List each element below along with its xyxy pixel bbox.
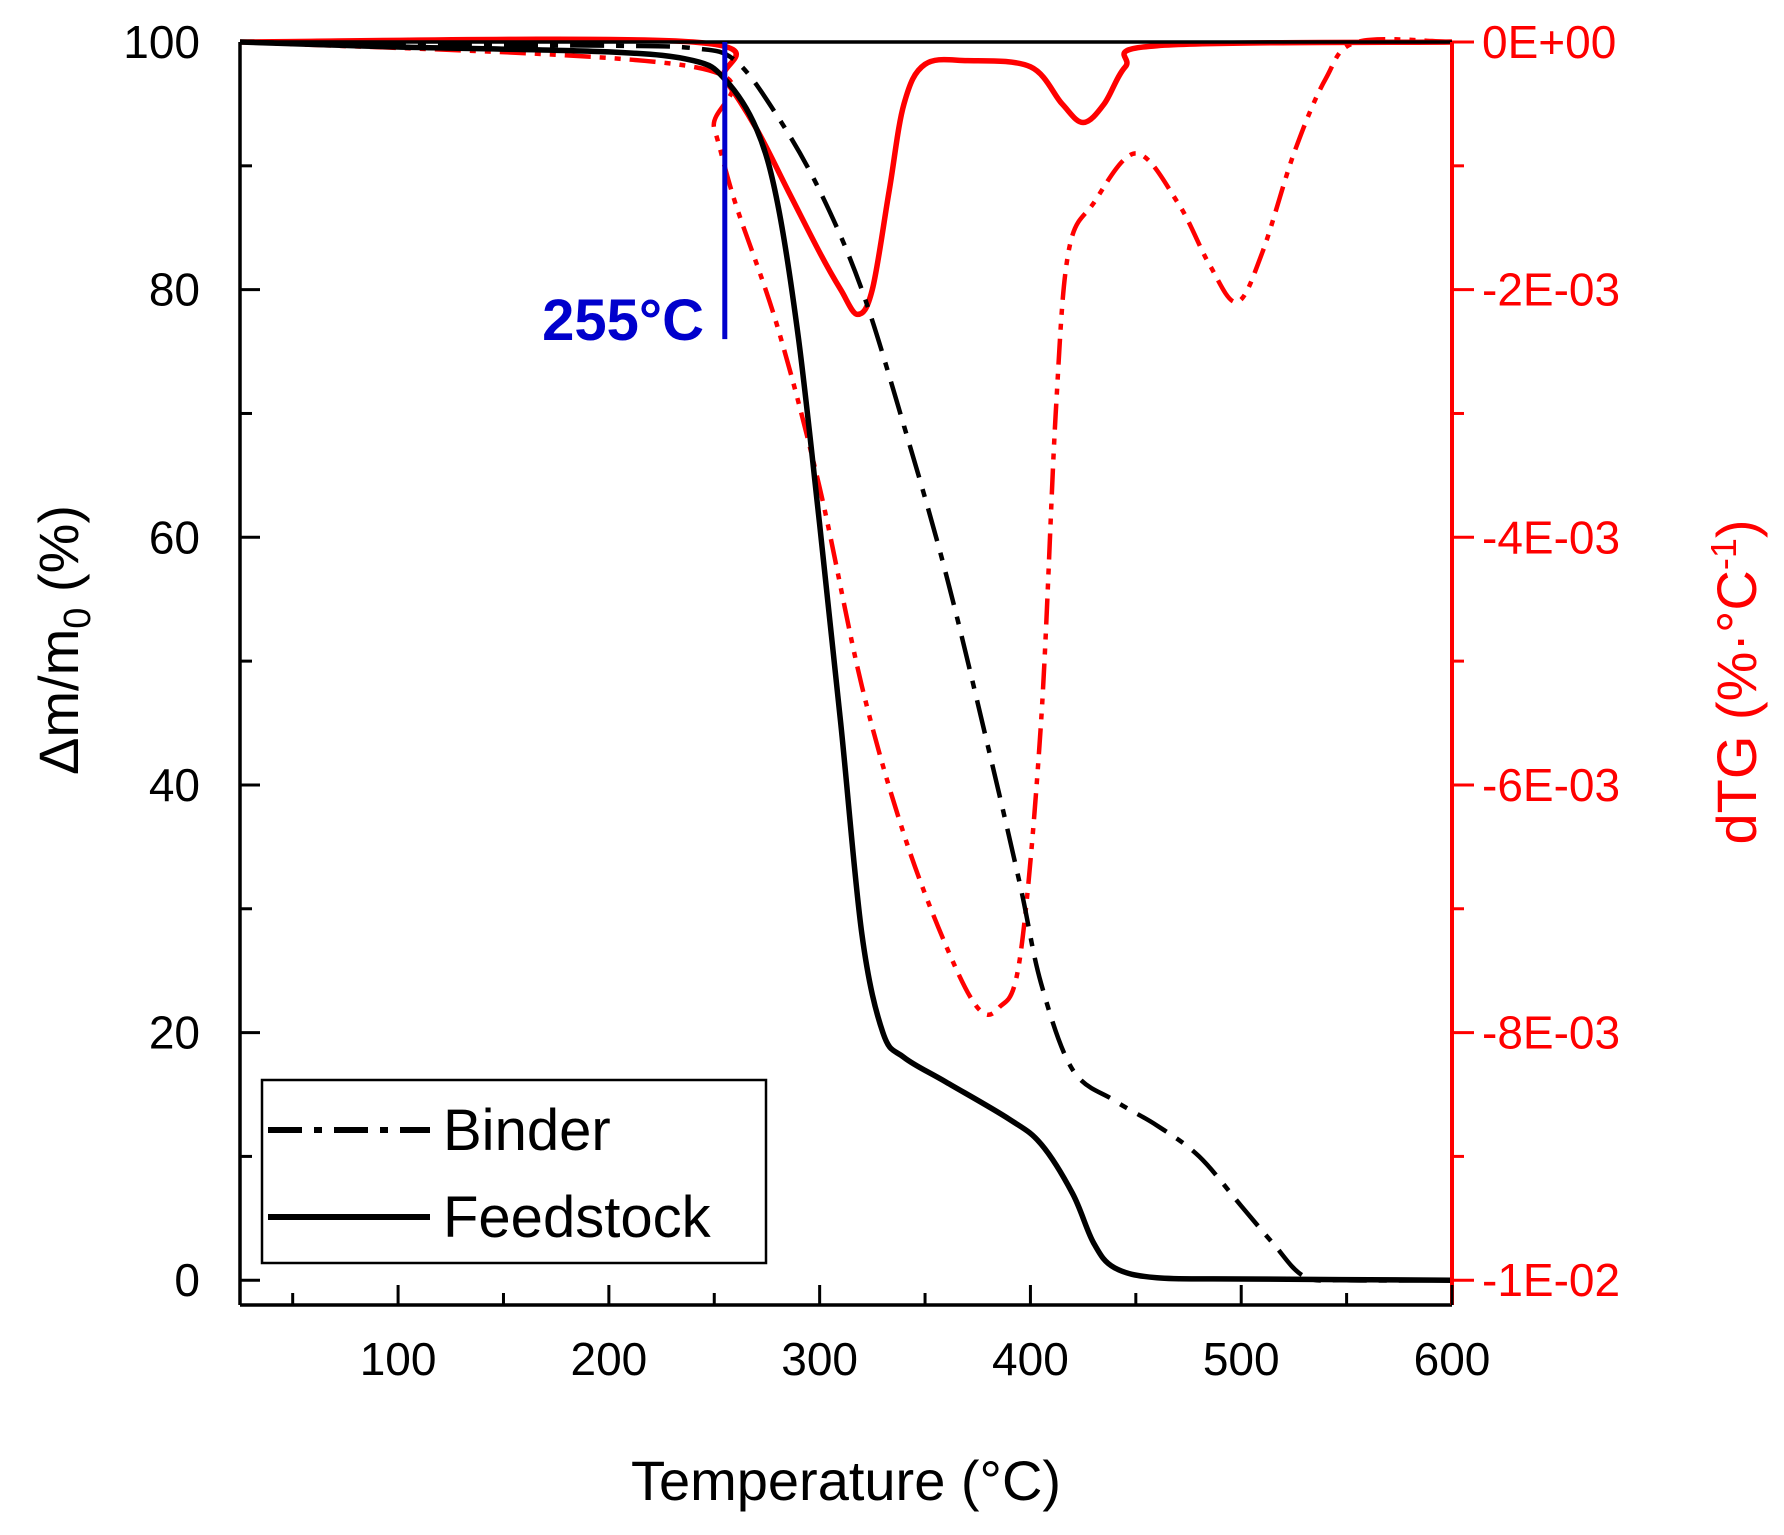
legend-label-feedstock: Feedstock — [443, 1185, 712, 1250]
x-axis-title: Temperature (°C) — [631, 1449, 1061, 1512]
series-binder-dtg — [239, 37, 1453, 1018]
x-tick-label: 200 — [570, 1333, 647, 1385]
y-right-tick-label: -2E-03 — [1482, 264, 1620, 316]
series-feedstock — [239, 39, 1453, 1283]
y-left-tick-label: 60 — [149, 511, 200, 563]
x-tick-label: 500 — [1203, 1333, 1280, 1385]
legend: Binder Feedstock — [260, 1078, 768, 1265]
y-right-tick-label: -6E-03 — [1482, 759, 1620, 811]
legend-label-binder: Binder — [443, 1098, 611, 1163]
y-left-ticks: 0 20 40 60 80 100 — [123, 16, 260, 1306]
y-left-tick-label: 40 — [149, 759, 200, 811]
y-right-axis-title-main: dTG (%·°C — [1705, 570, 1768, 844]
y-right-axis-title-tail: ) — [1705, 519, 1768, 538]
y-left-tick-label: 80 — [149, 264, 200, 316]
y-right-tick-label: 0E+00 — [1482, 16, 1616, 68]
x-tick-label: 600 — [1414, 1333, 1491, 1385]
y-right-tick-label: -8E-03 — [1482, 1007, 1620, 1059]
legend-box — [260, 1078, 768, 1265]
y-right-tick-label: -1E-02 — [1482, 1254, 1620, 1306]
y-left-tick-label: 100 — [123, 16, 200, 68]
y-left-axis-title: Δm/m0 (%) — [27, 505, 99, 775]
y-left-axis-title-tail: (%) — [27, 505, 90, 608]
y-right-axis-title-sup: -1 — [1703, 538, 1744, 570]
y-left-axis-title-sub: 0 — [57, 608, 99, 629]
annotation-label: 255°C — [542, 288, 704, 353]
x-tick-label: 100 — [360, 1333, 437, 1385]
x-ticks: 100 200 300 400 500 600 — [291, 1285, 1491, 1385]
y-left-tick-label: 0 — [174, 1254, 200, 1306]
y-right-tick-label: -4E-03 — [1482, 511, 1620, 563]
x-tick-label: 400 — [992, 1333, 1069, 1385]
y-right-axis-title: dTG (%·°C-1) — [1703, 519, 1768, 844]
x-tick-label: 300 — [781, 1333, 858, 1385]
y-right-ticks: 0E+00 -2E-03 -4E-03 -6E-03 -8E-03 -1E-02 — [1452, 16, 1620, 1306]
y-left-axis-title-main: Δm/m — [27, 629, 90, 775]
y-left-tick-label: 20 — [149, 1007, 200, 1059]
series-binder — [239, 39, 1453, 1283]
